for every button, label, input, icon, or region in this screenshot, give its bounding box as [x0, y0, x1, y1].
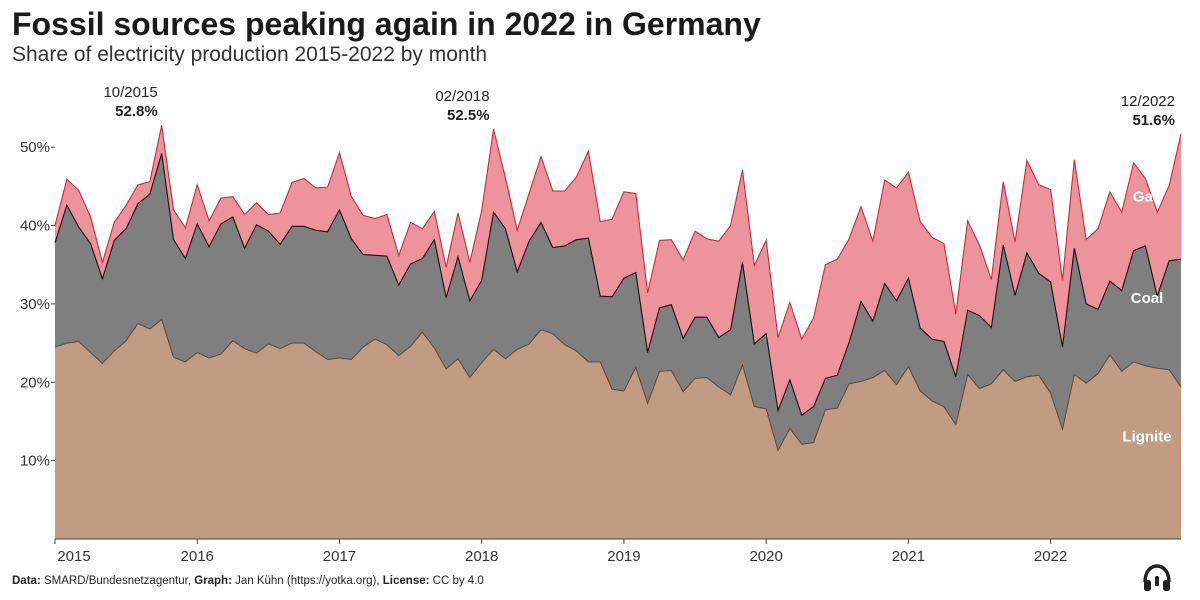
- x-tick-label: 2021: [892, 548, 925, 565]
- annotation-date: 12/2022: [1121, 93, 1175, 110]
- y-tick-label: 20%: [20, 374, 50, 391]
- x-tick-label: 2018: [465, 548, 498, 565]
- coal-series-label: Coal: [1131, 290, 1164, 307]
- footer-credits: Data: SMARD/Bundesnetzagentur, Graph: Ja…: [12, 575, 484, 587]
- annotation-date: 02/2018: [435, 88, 489, 105]
- lignite-series-label: Lignite: [1122, 429, 1171, 446]
- annotations: 10/2015 52.8% 02/2018 52.5% 12/2022 51.6%: [103, 84, 1175, 129]
- data-source-value: SMARD/Bundesnetzagentur,: [43, 575, 191, 587]
- lignite-series-line: [54, 318, 1182, 452]
- coal-series-line: [54, 153, 1182, 417]
- lignite-area: [55, 319, 1181, 539]
- x-tick-label: 2022: [1034, 548, 1067, 565]
- x-tick-label: 2019: [607, 548, 640, 565]
- x-tick-label: 2015: [57, 548, 90, 565]
- y-tick-label: 50%: [20, 139, 50, 156]
- x-tick-label: 2016: [181, 548, 214, 565]
- annotation-date: 10/2015: [103, 84, 157, 101]
- license-label: License:: [382, 575, 430, 587]
- coal-area: [55, 153, 1181, 451]
- graph-author-value: Jan Kühn (https://yotka.org),: [235, 575, 380, 587]
- chart-subtitle: Share of electricity production 2015-202…: [12, 43, 488, 66]
- gas-series-label: Gas: [1133, 189, 1161, 206]
- y-tick-label: 30%: [20, 296, 50, 313]
- annotation-value: 52.5%: [447, 107, 490, 124]
- gas-area: [55, 125, 1181, 416]
- chart-title: Fossil sources peaking again in 2022 in …: [12, 6, 761, 42]
- x-axis: 2015 2016 2017 2018 2019 2020 2021 2022: [54, 538, 1181, 565]
- plot-area: [55, 125, 1181, 539]
- y-axis: 10% 20% 30% 40% 50%: [20, 139, 55, 470]
- license-value: CC by 4.0: [432, 575, 484, 587]
- series-labels: Gas Coal Lignite: [1122, 189, 1171, 446]
- x-tick-label: 2020: [749, 548, 782, 565]
- annotation-value: 51.6%: [1132, 112, 1175, 129]
- headphones-logo-icon: [1143, 564, 1171, 591]
- x-tick-label: 2017: [323, 548, 356, 565]
- y-tick-label: 40%: [20, 218, 50, 235]
- data-source-label: Data:: [12, 575, 41, 587]
- series-lines: [54, 125, 1182, 452]
- graph-author-label: Graph:: [194, 575, 232, 587]
- y-tick-label: 10%: [20, 453, 50, 470]
- gas-series-line: [54, 125, 1182, 341]
- annotation-value: 52.8%: [115, 103, 158, 120]
